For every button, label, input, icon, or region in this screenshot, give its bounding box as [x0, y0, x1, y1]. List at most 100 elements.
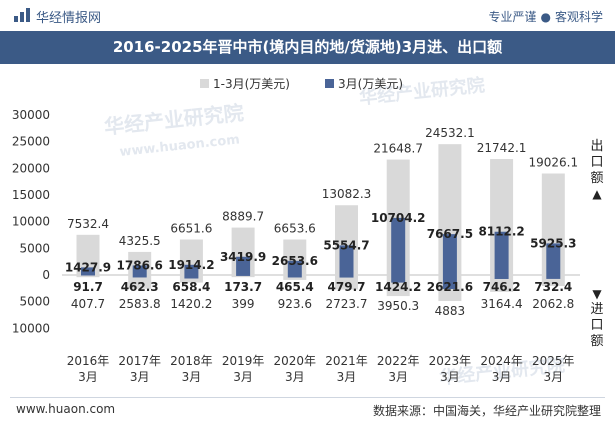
export-arrow-icon: ▲: [592, 187, 602, 201]
x-tick-label-month: 3月: [388, 370, 408, 384]
bar-march-export: [287, 260, 302, 275]
legend-label-cumulative: 1-3月(万美元): [213, 77, 290, 91]
site-name[interactable]: 华经情报网: [36, 11, 102, 26]
x-tick-label-year: 2019年: [222, 354, 265, 368]
data-label-cumulative-import: 407.7: [71, 297, 105, 311]
x-tick-label-month: 3月: [285, 370, 305, 384]
slogan-separator: ●: [540, 10, 551, 24]
bar-march-import: [132, 275, 147, 278]
export-axis-label-char: 口: [590, 155, 603, 170]
data-label-cumulative-export: 6653.6: [274, 222, 316, 236]
x-tick-label-year: 2017年: [118, 354, 161, 368]
y-tick-label: 15000: [12, 188, 50, 202]
data-label-march-export: 7667.5: [427, 227, 473, 241]
data-label-cumulative-export: 8889.7: [222, 210, 264, 224]
y-tick-label: 30000: [12, 108, 50, 122]
data-label-march-export: 1914.2: [168, 258, 214, 272]
x-tick-label-year: 2016年: [67, 354, 110, 368]
data-label-cumulative-export: 6651.6: [170, 222, 212, 236]
data-label-march-import: 746.2: [483, 280, 521, 294]
x-tick-label-year: 2025年: [532, 354, 575, 368]
y-tick-label: 10000: [12, 321, 50, 335]
slogan-tag1: 专业严谨: [488, 10, 537, 24]
data-label-cumulative-import: 2723.7: [326, 297, 368, 311]
bar-march-import: [494, 275, 509, 279]
y-tick-label: 5000: [19, 295, 50, 309]
x-tick-label-year: 2022年: [377, 354, 420, 368]
data-label-cumulative-export: 21742.1: [477, 141, 527, 155]
bar-march-import: [442, 275, 457, 289]
y-tick-label: 0: [42, 268, 50, 282]
bar-march-export: [546, 243, 561, 275]
x-tick-label-month: 3月: [182, 370, 202, 384]
y-tick-label: 20000: [12, 161, 50, 175]
y-tick-label: 25000: [12, 135, 50, 149]
bar-march-import: [184, 275, 199, 279]
x-tick-label-month: 3月: [440, 370, 460, 384]
x-tick-label-month: 3月: [233, 370, 253, 384]
footer-url[interactable]: www.huaon.com: [16, 402, 116, 416]
bar-march-export: [391, 217, 406, 275]
chart: 华经产业研究院www.huaon.com华经产业研究院华经产业研究院1-3月(万…: [12, 74, 604, 389]
slogan: 专业严谨 ● 客观科学: [488, 8, 603, 25]
data-label-march-import: 732.4: [534, 280, 572, 294]
data-label-cumulative-export: 24532.1: [425, 126, 475, 140]
legend-swatch-march: [325, 79, 334, 88]
bar-march-import: [287, 275, 302, 278]
import-axis-label-char: 口: [590, 318, 603, 333]
data-label-march-import: 658.4: [172, 280, 210, 294]
bar-march-export: [339, 245, 354, 275]
data-label-cumulative-export: 21648.7: [373, 142, 423, 156]
x-tick-label-year: 2020年: [274, 354, 317, 368]
bar-march-export: [184, 264, 199, 275]
data-label-march-export: 2653.6: [272, 254, 318, 268]
bar-march-import: [236, 275, 251, 276]
data-label-march-export: 10704.2: [371, 211, 426, 225]
data-label-cumulative-import: 2583.8: [119, 297, 161, 311]
bar-cumulative-import: [179, 275, 203, 283]
data-label-march-import: 1424.2: [375, 280, 421, 294]
bar-march-export: [236, 256, 251, 275]
export-axis-label-char: 出: [590, 139, 603, 154]
chart-title: 2016-2025年晋中市(境内目的地/货源地)3月进、出口额: [112, 38, 503, 56]
export-axis-label-char: 额: [590, 171, 603, 186]
import-arrow-icon: ▼: [592, 287, 602, 301]
data-label-cumulative-import: 2062.8: [532, 297, 574, 311]
data-label-cumulative-import: 399: [232, 297, 255, 311]
data-label-march-import: 479.7: [328, 280, 366, 294]
data-label-march-import: 173.7: [224, 280, 262, 294]
x-tick-label-month: 3月: [543, 370, 563, 384]
x-tick-label-month: 3月: [492, 370, 512, 384]
bar-march-import: [546, 275, 561, 279]
bar-cumulative-export: [76, 234, 100, 275]
x-tick-label-year: 2023年: [429, 354, 472, 368]
bar-march-export: [81, 267, 95, 275]
title-bar: 2016-2025年晋中市(境内目的地/货源地)3月进、出口额: [0, 31, 615, 64]
top-bar: 华经情报网 专业严谨 ● 客观科学: [0, 0, 615, 30]
x-tick-label-month: 3月: [337, 370, 357, 384]
bar-cumulative-import: [335, 275, 358, 290]
slogan-tag2: 客观科学: [554, 10, 603, 24]
data-label-cumulative-export: 7532.4: [67, 217, 109, 231]
import-axis-label-char: 进: [590, 302, 603, 317]
bar-march-import: [391, 275, 406, 283]
data-label-cumulative-export: 19026.1: [528, 156, 578, 170]
bar-march-import: [81, 275, 95, 276]
data-label-cumulative-import: 1420.2: [170, 297, 212, 311]
data-label-cumulative-export: 13082.3: [322, 187, 372, 201]
bar-cumulative-import: [490, 275, 514, 292]
watermark-url: www.huaon.com: [119, 132, 241, 160]
data-label-march-import: 462.3: [121, 280, 159, 294]
data-label-march-import: 465.4: [276, 280, 314, 294]
data-label-march-import: 91.7: [73, 280, 103, 294]
footer-source: 数据来源：中国海关，华经产业研究院整理: [372, 404, 601, 418]
data-label-march-export: 3419.9: [220, 250, 266, 264]
bar-cumulative-import: [541, 275, 565, 287]
x-tick-label-month: 3月: [78, 370, 98, 384]
footer-divider: [10, 397, 605, 398]
data-label-cumulative-import: 3164.4: [481, 297, 523, 311]
bar-cumulative-import: [128, 275, 152, 289]
bar-march-export: [132, 265, 147, 275]
bar-cumulative-import: [76, 275, 100, 278]
logo-icon: [14, 8, 30, 22]
